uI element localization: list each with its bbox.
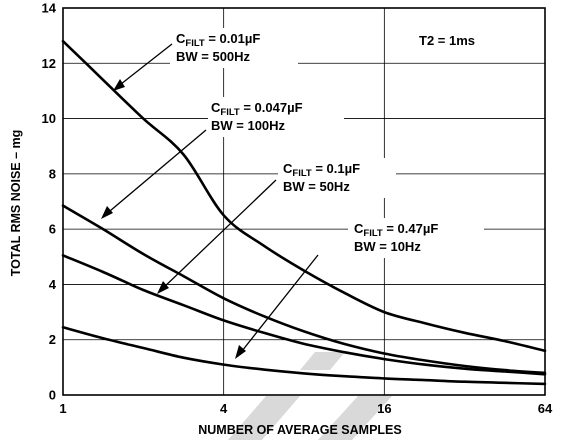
series-3-cap-main: C	[354, 221, 364, 236]
series-0-bw: BW = 500Hz	[176, 49, 251, 64]
svg-text:CFILT = 0.47µF: CFILT = 0.47µF	[354, 221, 438, 239]
series-2-cap-value: = 0.1µF	[312, 161, 360, 176]
arrowhead-series-1	[101, 206, 113, 219]
x-tick-label: 64	[538, 401, 553, 416]
arrow-series-3	[237, 254, 319, 357]
series-1-cap-sub: FILT	[220, 107, 240, 118]
x-tick-label: 1	[59, 401, 66, 416]
y-tick-label: 14	[42, 1, 57, 16]
series-1-bw: BW = 100Hz	[211, 118, 286, 133]
y-tick-label: 4	[49, 277, 57, 292]
condition-label: T2 = 1ms	[419, 33, 475, 48]
y-axis-title: TOTAL RMS NOISE – mg	[9, 130, 23, 277]
y-tick-label: 0	[49, 388, 56, 403]
series-0-cap-main: C	[176, 31, 186, 46]
series-line-2	[61, 254, 547, 376]
series-2-cap-sub: FILT	[292, 168, 312, 179]
series-0-cap-sub: FILT	[185, 38, 205, 49]
arrow-series-2	[159, 179, 277, 292]
series-line-1	[61, 204, 547, 375]
y-tick-label: 10	[42, 111, 56, 126]
annotation-series-2: CFILT = 0.1µF BW = 50Hz	[278, 158, 396, 198]
grid	[62, 7, 546, 396]
arrow-series-0	[115, 43, 173, 89]
y-tick-label: 2	[49, 332, 56, 347]
watermark	[228, 352, 392, 440]
annotation-series-0: CFILT = 0.01µF BW = 500Hz	[170, 28, 298, 68]
annotations: CFILT = 0.01µF BW = 500Hz CFILT = 0.047µ…	[170, 28, 490, 258]
series-0-cap-value: = 0.01µF	[205, 31, 261, 46]
arrowhead-series-2	[157, 281, 169, 294]
x-axis-title: NUMBER OF AVERAGE SAMPLES	[198, 423, 402, 437]
condition-label-box: T2 = 1ms	[410, 30, 490, 52]
series-2-bw: BW = 50Hz	[283, 179, 350, 194]
series-3-cap-value: = 0.47µF	[383, 221, 439, 236]
svg-text:CFILT = 0.01µF: CFILT = 0.01µF	[176, 31, 260, 49]
arrowhead-series-3	[235, 345, 246, 359]
series-3-cap-sub: FILT	[363, 228, 383, 239]
annotation-series-1: CFILT = 0.047µF BW = 100Hz	[208, 97, 344, 137]
leader-arrows	[101, 43, 319, 359]
arrowhead-series-0	[113, 79, 125, 91]
x-tick-label: 16	[377, 401, 391, 416]
x-tick-label: 4	[220, 401, 228, 416]
series-line-0	[61, 39, 547, 353]
arrow-series-1	[103, 129, 207, 217]
series-1-cap-main: C	[211, 100, 221, 115]
svg-text:CFILT = 0.047µF: CFILT = 0.047µF	[211, 100, 303, 118]
series-line-3	[61, 326, 547, 386]
series-2-cap-main: C	[283, 161, 293, 176]
series-curves	[61, 39, 547, 386]
svg-text:CFILT = 0.1µF: CFILT = 0.1µF	[283, 161, 360, 179]
series-3-bw: BW = 10Hz	[354, 239, 421, 254]
plot-frame	[62, 7, 546, 396]
series-1-cap-value: = 0.047µF	[240, 100, 303, 115]
y-tick-label: 12	[42, 56, 56, 71]
y-tick-label: 6	[49, 222, 56, 237]
annotation-series-3: CFILT = 0.47µF BW = 10Hz	[348, 218, 484, 258]
y-tick-label: 8	[49, 166, 56, 181]
